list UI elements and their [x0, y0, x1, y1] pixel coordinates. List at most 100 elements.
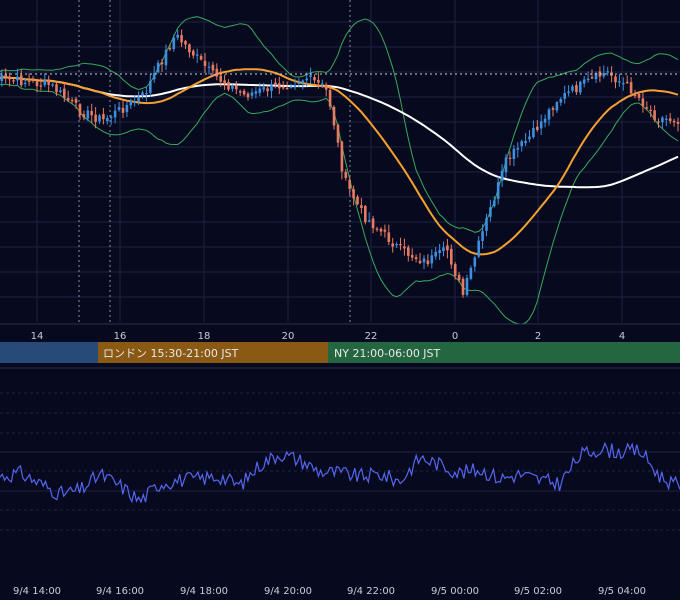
candle-body	[113, 110, 117, 118]
candle-body	[70, 100, 74, 102]
candle-body	[512, 148, 516, 159]
candle-body	[94, 114, 97, 122]
candle-body	[66, 98, 70, 101]
candle-body	[469, 267, 473, 279]
candle-body	[180, 35, 183, 43]
session-tokyo-band	[0, 342, 98, 363]
candle-body	[23, 82, 27, 84]
candle-body	[266, 88, 269, 92]
price-x-tick-label: 0	[452, 331, 458, 342]
candle-body	[641, 98, 645, 107]
candle-body	[86, 110, 90, 119]
candle-body	[51, 84, 54, 86]
candle-body	[125, 105, 129, 113]
candle-body	[446, 245, 449, 251]
candle-body	[403, 246, 406, 249]
candle-body	[8, 76, 11, 80]
candle-body	[364, 206, 367, 223]
candle-body	[235, 85, 238, 90]
candle-body	[438, 250, 441, 253]
candle-body	[352, 189, 355, 199]
candle-body	[106, 118, 109, 122]
candle-body	[391, 243, 394, 247]
candle-body	[496, 182, 500, 199]
candle-body	[238, 91, 242, 93]
candle-body	[172, 37, 176, 49]
candle-body	[450, 248, 453, 265]
candle-body	[152, 73, 156, 80]
price-x-tick-label: 20	[282, 331, 295, 342]
candle-body	[188, 44, 191, 53]
candle-body	[199, 56, 203, 60]
candle-body	[285, 88, 289, 90]
candle-body	[231, 85, 234, 89]
candle-body	[606, 71, 609, 73]
session-ny-band	[328, 342, 680, 363]
candle-body	[453, 264, 457, 276]
candle-body	[426, 260, 430, 264]
candle-body	[336, 125, 340, 143]
candle-body	[434, 251, 437, 257]
candle-body	[410, 255, 414, 258]
candle-body	[74, 98, 78, 103]
candle-body	[465, 278, 469, 295]
candle-body	[317, 79, 320, 83]
candle-body	[395, 244, 398, 246]
candle-body	[473, 257, 477, 267]
candle-body	[254, 91, 258, 94]
oscillator-x-tick-label: 9/4 20:00	[264, 586, 312, 597]
candle-body	[129, 100, 133, 106]
candle-body	[156, 62, 160, 73]
candle-body	[676, 121, 680, 124]
candle-body	[149, 81, 152, 93]
candle-body	[4, 74, 7, 77]
candle-body	[309, 75, 312, 77]
session-bar: ロンドン 15:30-21:00 JST NY 21:00-06:00 JST	[0, 342, 680, 363]
candle-body	[356, 196, 359, 205]
candle-body	[442, 247, 445, 252]
candle-body	[82, 114, 86, 118]
candle-body	[39, 85, 43, 87]
candle-body	[203, 60, 207, 66]
candle-body	[262, 87, 265, 90]
candle-body	[657, 121, 660, 123]
candle-body	[520, 141, 523, 147]
candle-body	[536, 126, 539, 130]
candle-body	[528, 136, 531, 140]
candle-body	[500, 170, 504, 181]
session-london-band	[98, 342, 328, 363]
candle-body	[422, 258, 426, 263]
candle-body	[532, 127, 535, 138]
oscillator-x-tick-label: 9/5 02:00	[514, 586, 562, 597]
candle-body	[539, 121, 543, 129]
candle-body	[672, 120, 676, 123]
candle-body	[328, 90, 332, 107]
candle-body	[457, 274, 461, 281]
candle-body	[250, 92, 254, 96]
candle-body	[348, 179, 351, 189]
candle-body	[602, 73, 606, 77]
candle-body	[614, 76, 617, 83]
oscillator-x-tick-label: 9/4 14:00	[13, 586, 61, 597]
session-ny-label: NY 21:00-06:00 JST	[334, 347, 441, 360]
candle-body	[215, 68, 219, 77]
price-x-tick-label: 2	[535, 331, 541, 342]
candle-body	[98, 115, 101, 122]
candle-body	[543, 118, 547, 123]
candle-body	[461, 278, 465, 295]
price-x-tick-label: 16	[114, 331, 127, 342]
candle-body	[407, 247, 410, 256]
candle-body	[661, 117, 664, 123]
oscillator-x-tick-label: 9/5 00:00	[431, 586, 479, 597]
candle-body	[109, 116, 113, 119]
price-x-tick-label: 4	[619, 331, 625, 342]
moving-average-slow	[0, 76, 679, 189]
candle-body	[59, 90, 62, 93]
candle-body	[211, 64, 215, 71]
candle-body	[289, 86, 293, 88]
candle-body	[47, 79, 50, 85]
candle-body	[340, 141, 344, 172]
candle-body	[665, 118, 668, 120]
candle-body	[207, 66, 211, 68]
